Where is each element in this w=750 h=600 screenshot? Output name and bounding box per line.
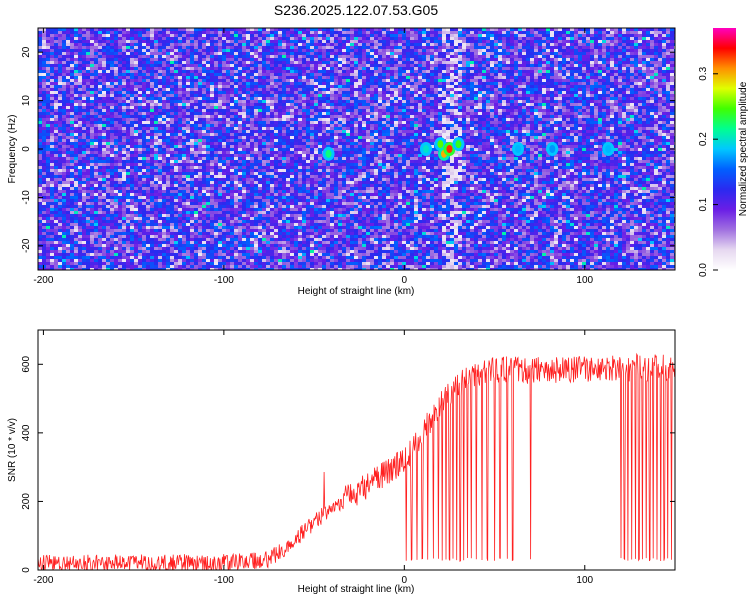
colorbar-gradient — [713, 28, 736, 270]
spectrogram-hotspot-core — [455, 140, 462, 149]
y-tick-label: 400 — [21, 424, 32, 441]
snr-frame — [37, 329, 676, 571]
spectrogram-hotspot-core — [325, 149, 332, 158]
spectrogram-hotspot-core — [422, 145, 429, 153]
colorbar-tick-label: 0.1 — [698, 197, 709, 211]
colorbar-tick-label: 0.0 — [698, 263, 709, 277]
y-tick-label: 20 — [21, 46, 32, 58]
colorbar-tick-label: 0.2 — [698, 132, 709, 146]
colorbar-axis: 0.0 0.1 0.2 0.3 — [698, 66, 718, 277]
snr-y-axis: 0 200 400 600 — [21, 356, 675, 573]
colorbar: 0.0 0.1 0.2 0.3 Normalized spectral amplitu… — [698, 28, 749, 277]
spectrogram-x-axis: -200 -100 0 100 — [33, 28, 594, 286]
y-tick-label: 0 — [21, 567, 32, 573]
x-tick-label: 0 — [402, 575, 408, 586]
spectrogram-y-label: Frequency (Hz) — [7, 115, 18, 184]
snr-x-axis: -200 -100 0 100 — [33, 330, 594, 586]
snr-y-label: SNR (10 * v/v) — [7, 418, 18, 482]
spectrogram-cells — [38, 28, 675, 270]
y-tick-label: 10 — [21, 95, 32, 107]
colorbar-tick-label: 0.3 — [698, 66, 709, 80]
snr-panel: -200 -100 0 100 0 200 400 600 Height of straig… — [7, 329, 676, 595]
y-tick-label: 200 — [21, 493, 32, 510]
x-tick-label: -200 — [33, 575, 53, 586]
spectrogram-hotspot-core — [437, 140, 444, 149]
snr-series-line — [38, 352, 675, 570]
x-tick-label: 100 — [576, 575, 593, 586]
snr-x-label: Height of straight line (km) — [298, 584, 415, 595]
spectrogram-x-label: Height of straight line (km) — [298, 286, 415, 297]
colorbar-label: Normalized spectral amplitude — [738, 81, 749, 216]
y-tick-label: 0 — [21, 146, 32, 152]
y-tick-label: -20 — [21, 238, 32, 253]
spectrogram-hotspot-core — [515, 145, 522, 153]
spectrogram-hotspot-core — [605, 145, 612, 153]
spectrogram-hotspot-core — [549, 145, 556, 153]
spectrogram-y-axis: -20 -10 0 10 20 — [21, 46, 675, 253]
chart-title: S236.2025.122.07.53.G05 — [274, 2, 438, 18]
spectrogram-hotspot-core — [446, 145, 453, 153]
x-tick-label: -100 — [214, 275, 234, 286]
y-tick-label: -10 — [21, 190, 32, 205]
x-tick-label: -100 — [214, 575, 234, 586]
x-tick-label: 0 — [402, 275, 408, 286]
x-tick-label: -200 — [33, 275, 53, 286]
x-tick-label: 100 — [576, 275, 593, 286]
y-tick-label: 600 — [21, 356, 32, 373]
snr-background — [38, 330, 675, 570]
